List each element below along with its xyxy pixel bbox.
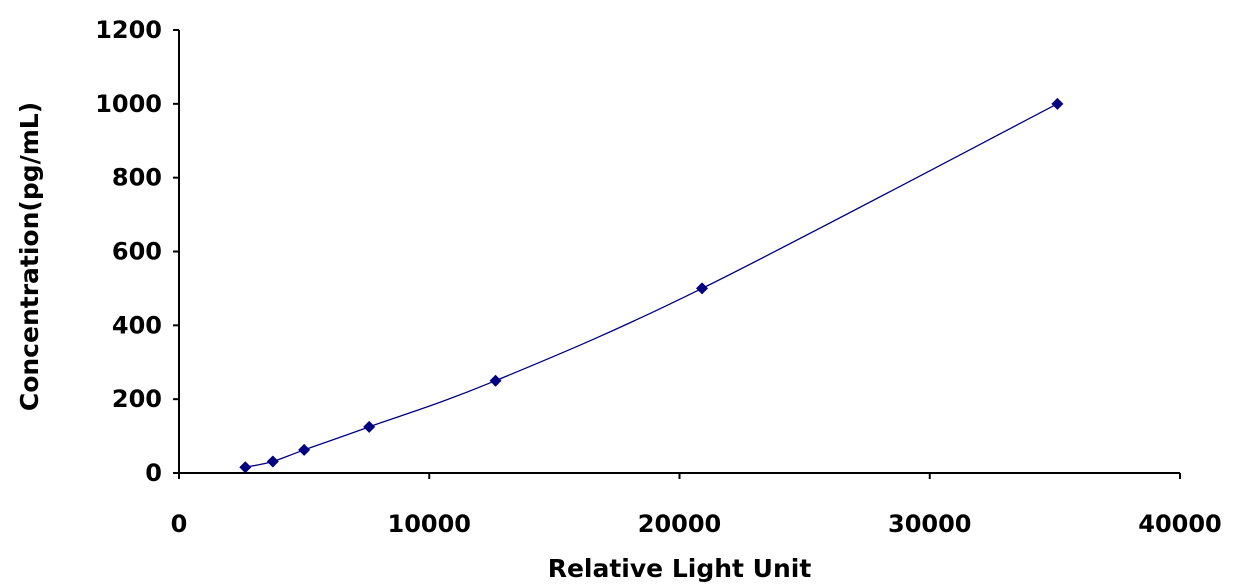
y-tick-label: 200	[112, 385, 162, 413]
data-points	[239, 97, 1064, 474]
x-tick-label: 20000	[638, 510, 722, 538]
fit-curve	[245, 103, 1058, 468]
data-point-marker	[696, 282, 709, 295]
data-point-marker	[489, 374, 502, 387]
data-point-marker	[298, 443, 311, 456]
y-tick-label: 400	[112, 311, 162, 339]
x-tick-label: 10000	[388, 510, 472, 538]
x-axis-title: Relative Light Unit	[548, 554, 812, 583]
axis-ticks: 0 200 400 600 800 1000 1200 0 10000 20000 30000 400…	[95, 16, 1222, 538]
x-tick-label: 30000	[888, 510, 972, 538]
y-tick-label: 1000	[95, 90, 162, 118]
y-tick-label: 600	[112, 238, 162, 266]
data-point-marker	[363, 420, 376, 433]
y-tick-label: 800	[112, 164, 162, 192]
data-point-marker	[266, 455, 279, 468]
x-tick-label: 40000	[1138, 510, 1222, 538]
data-point-marker	[1051, 97, 1064, 110]
y-tick-label: 0	[145, 459, 162, 487]
y-tick-label: 1200	[95, 16, 162, 44]
x-tick-label: 0	[171, 510, 188, 538]
y-axis-title: Concentration(pg/mL)	[15, 102, 44, 411]
axes	[178, 30, 1180, 474]
data-point-marker	[239, 461, 252, 474]
